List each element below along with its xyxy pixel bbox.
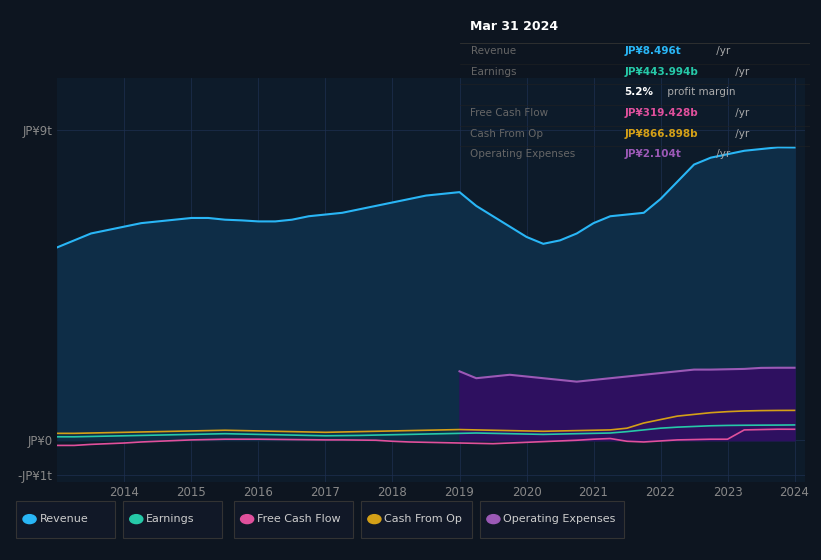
Text: /yr: /yr xyxy=(713,150,730,160)
Text: Free Cash Flow: Free Cash Flow xyxy=(257,514,341,524)
Text: Earnings: Earnings xyxy=(146,514,195,524)
Text: /yr: /yr xyxy=(732,108,750,118)
Text: /yr: /yr xyxy=(713,46,730,56)
Text: /yr: /yr xyxy=(732,129,750,139)
Text: Operating Expenses: Operating Expenses xyxy=(470,150,576,160)
Text: profit margin: profit margin xyxy=(663,87,735,97)
Text: Free Cash Flow: Free Cash Flow xyxy=(470,108,548,118)
Text: Revenue: Revenue xyxy=(470,46,516,56)
Text: JP¥443.994b: JP¥443.994b xyxy=(625,67,699,77)
Text: 5.2%: 5.2% xyxy=(625,87,654,97)
Text: Operating Expenses: Operating Expenses xyxy=(503,514,616,524)
Text: Earnings: Earnings xyxy=(470,67,516,77)
Text: Mar 31 2024: Mar 31 2024 xyxy=(470,20,558,32)
Text: Revenue: Revenue xyxy=(39,514,88,524)
Text: JP¥2.104t: JP¥2.104t xyxy=(625,150,681,160)
Text: Cash From Op: Cash From Op xyxy=(384,514,462,524)
Text: JP¥8.496t: JP¥8.496t xyxy=(625,46,681,56)
Text: /yr: /yr xyxy=(732,67,750,77)
Text: JP¥866.898b: JP¥866.898b xyxy=(625,129,698,139)
Text: JP¥319.428b: JP¥319.428b xyxy=(625,108,698,118)
Text: Cash From Op: Cash From Op xyxy=(470,129,544,139)
